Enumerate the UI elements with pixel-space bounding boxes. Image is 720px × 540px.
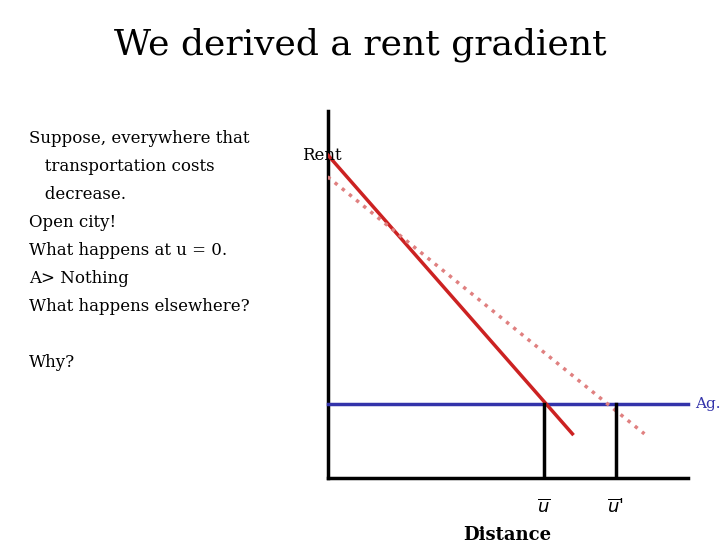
Text: Suppose, everywhere that: Suppose, everywhere that [29, 130, 249, 146]
Text: We derived a rent gradient: We derived a rent gradient [114, 27, 606, 62]
Text: What happens at u = 0.: What happens at u = 0. [29, 242, 227, 259]
Text: Open city!: Open city! [29, 214, 116, 231]
Text: Rent: Rent [302, 147, 342, 164]
Text: Distance: Distance [464, 525, 552, 540]
Text: $\overline{u}$': $\overline{u}$' [608, 498, 624, 516]
Text: decrease.: decrease. [29, 186, 126, 202]
Text: Why?: Why? [29, 354, 75, 371]
Text: Ag.Rent: Ag.Rent [695, 397, 720, 411]
Text: transportation costs: transportation costs [29, 158, 215, 174]
Text: $\overline{u}$: $\overline{u}$ [537, 498, 550, 516]
Text: A> Nothing: A> Nothing [29, 270, 129, 287]
Text: What happens elsewhere?: What happens elsewhere? [29, 298, 249, 315]
